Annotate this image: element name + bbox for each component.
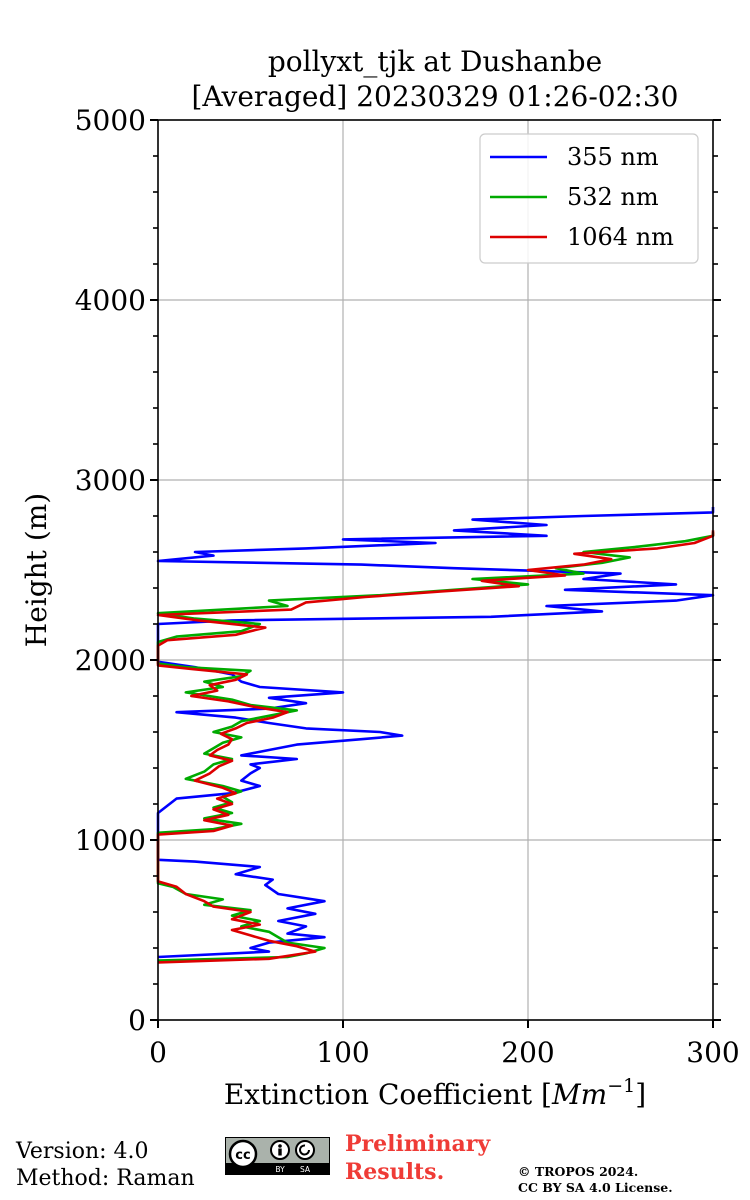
x-tick-label: 200 — [501, 1036, 554, 1069]
grid — [158, 120, 713, 1020]
series-line-532-nm — [156, 532, 715, 962]
series-line-1064-nm — [156, 530, 715, 964]
legend-box — [479, 133, 699, 264]
legend: 355 nm 532 nm 1064 nm — [479, 133, 699, 264]
x-tick-label: 100 — [316, 1036, 369, 1069]
svg-text:SA: SA — [300, 1165, 311, 1174]
series-line-355-nm — [156, 507, 715, 959]
y-tick-label: 2000 — [75, 644, 146, 677]
preliminary-results-line1: Preliminary — [345, 1131, 491, 1157]
copyright-line2: CC BY SA 4.0 License. — [518, 1180, 673, 1195]
preliminary-results-line2: Results. — [345, 1159, 445, 1185]
x-tick-label: 300 — [686, 1036, 739, 1069]
axis-ticks — [150, 119, 721, 1028]
svg-text:BY: BY — [275, 1165, 285, 1174]
method-text: Method: Raman — [16, 1166, 195, 1191]
y-tick-label: 5000 — [75, 104, 146, 137]
plot-frame — [157, 119, 714, 1021]
y-tick-label: 0 — [128, 1004, 146, 1037]
y-axis-label: Height (m) — [20, 493, 53, 647]
legend-label: 1064 nm — [567, 223, 674, 251]
copyright-line1: © TROPOS 2024. — [518, 1164, 639, 1179]
svg-text:cc: cc — [235, 1148, 250, 1163]
y-tick-label: 4000 — [75, 284, 146, 317]
y-tick-label: 3000 — [75, 464, 146, 497]
cc-license-badge: cc BY SA — [225, 1137, 330, 1175]
chart-title-line2: [Averaged] 20230329 01:26-02:30 — [192, 80, 679, 113]
series-lines — [156, 507, 715, 964]
cc-icon — [228, 1139, 258, 1169]
x-axis-label: Extinction Coefficient [Mm−1] — [224, 1075, 646, 1111]
share-alike-icon — [295, 1140, 315, 1160]
y-tick-label: 1000 — [75, 824, 146, 857]
x-tick-label: 0 — [149, 1036, 167, 1069]
version-text: Version: 4.0 — [16, 1139, 149, 1164]
chart-title-line1: pollyxt_tjk at Dushanbe — [268, 45, 602, 78]
legend-label: 355 nm — [567, 143, 659, 171]
legend-label: 532 nm — [567, 183, 659, 211]
